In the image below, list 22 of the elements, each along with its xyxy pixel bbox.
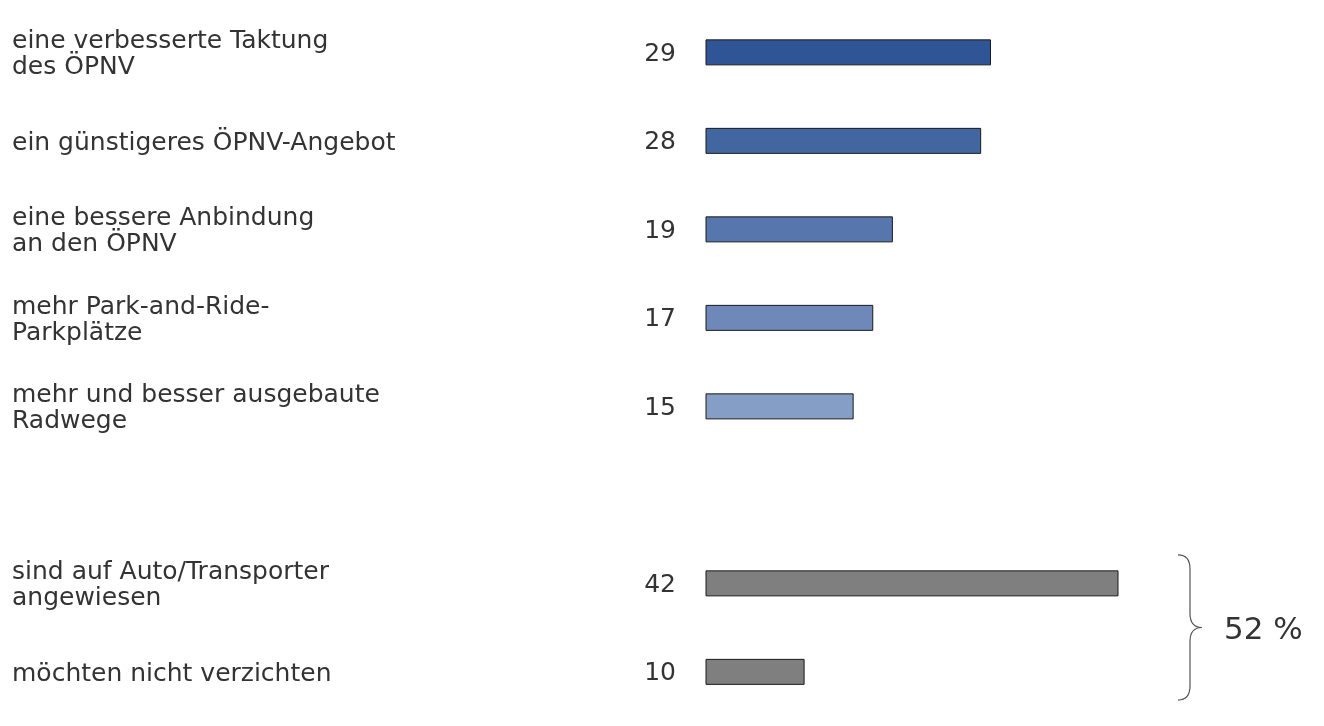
y-tick-label: möchten nicht verzichten <box>12 657 332 687</box>
y-tick-label: eine verbesserte Taktung des ÖPNV <box>12 24 329 80</box>
text: 52 % <box>1224 609 1303 646</box>
y-tick-label: mehr Park-and-Ride- Parkplätze <box>12 290 270 346</box>
data-label: 19 <box>644 214 676 244</box>
bar <box>705 393 854 420</box>
data-label: 17 <box>644 303 676 333</box>
bar <box>705 127 982 154</box>
data-label: 42 <box>644 568 676 598</box>
data-label: 29 <box>644 37 676 67</box>
data-label: 15 <box>644 391 676 421</box>
bar <box>705 216 893 243</box>
bar <box>705 304 874 331</box>
bar <box>705 658 805 685</box>
y-tick-label: mehr und besser ausgebaute Radwege <box>12 378 380 434</box>
bar <box>705 39 991 66</box>
data-label: 10 <box>644 657 676 687</box>
y-tick-label: ein günstigeres ÖPNV-Angebot <box>12 126 396 156</box>
y-tick-label: sind auf Auto/Transporter angewiesen <box>12 555 330 611</box>
data-label: 28 <box>644 126 676 156</box>
y-tick-label: eine bessere Anbindung an den ÖPNV <box>12 201 315 257</box>
bar <box>705 570 1119 597</box>
